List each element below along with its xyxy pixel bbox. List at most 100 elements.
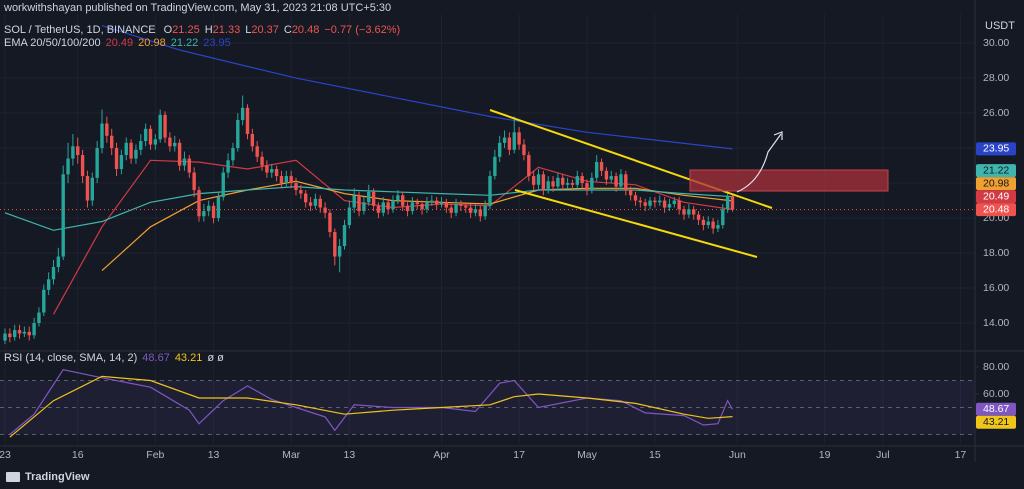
y-tick-label: 26.00 <box>983 107 1009 119</box>
candle-body <box>313 198 318 206</box>
candle-body <box>177 142 182 166</box>
candle-body <box>22 331 27 334</box>
candle-body <box>449 207 453 213</box>
candle-body <box>197 190 201 217</box>
candle-body <box>522 144 526 156</box>
candle-body <box>541 174 546 191</box>
candle-body <box>405 205 410 212</box>
candle-body <box>71 146 75 159</box>
candle-body <box>376 205 381 213</box>
candle-body <box>124 142 128 156</box>
ohlc-key: L <box>245 24 251 36</box>
candle-body <box>536 174 541 185</box>
candle-body <box>357 195 361 212</box>
rsi-suffix: ø ø <box>207 352 224 364</box>
candle-body <box>575 176 579 185</box>
arrow-head <box>773 131 783 140</box>
candle-body <box>61 174 65 257</box>
ema-value: 20.49 <box>106 37 134 49</box>
candle-body <box>153 139 158 145</box>
candle-body <box>696 214 701 220</box>
candle-body <box>706 221 710 226</box>
ohlc-value: 20.48 <box>292 24 320 36</box>
candle-body <box>396 195 400 201</box>
candle-body <box>444 202 449 208</box>
candle-body <box>430 200 434 203</box>
x-tick-label: Jun <box>729 449 746 461</box>
value-box-label: 21.22 <box>983 164 1009 176</box>
candle-body <box>143 128 148 142</box>
ema-value: 23.95 <box>203 37 231 49</box>
symbol-legend: SOL / TetherUS, 1D, BINANCE O21.25 H21.33 L… <box>4 24 400 36</box>
candle-body <box>182 158 187 166</box>
candle-body <box>226 160 230 173</box>
value-box-label: 20.98 <box>983 177 1009 189</box>
candle-body <box>337 246 342 257</box>
candle-body <box>260 156 264 166</box>
candle-body <box>483 205 487 217</box>
candle-body <box>667 204 672 208</box>
y-tick-label: 30.00 <box>983 37 1009 49</box>
price-pane <box>0 25 975 345</box>
candle-body <box>202 211 206 217</box>
candle-body <box>716 225 720 229</box>
candle-body <box>240 107 245 121</box>
candle-body <box>109 135 114 149</box>
candle-body <box>561 177 565 185</box>
x-tick-label: Apr <box>433 449 450 461</box>
rsi-pane <box>0 369 975 438</box>
x-tick-label: 13 <box>208 449 220 461</box>
candle-body <box>648 200 652 206</box>
candle-body <box>604 170 609 180</box>
candle-body <box>643 202 647 206</box>
candle-body <box>415 202 419 205</box>
candle-body <box>37 312 41 324</box>
value-box-label: 23.95 <box>983 143 1009 155</box>
candle-body <box>633 195 638 201</box>
candle-body <box>498 142 502 157</box>
channel-upper <box>489 109 773 209</box>
candle-body <box>129 142 133 159</box>
candle-body <box>173 142 177 147</box>
axes: 23 16 Feb 13 Mar 13 Apr 17 May 15 Jun 19 Jul 17 14.00 1… <box>0 37 1016 461</box>
candle-body <box>158 114 162 140</box>
symbol-title: SOL / TetherUS, 1D, BINANCE <box>4 24 156 36</box>
x-tick-label: Mar <box>282 449 301 461</box>
candle-body <box>454 204 458 213</box>
candle-body <box>595 162 599 178</box>
candle-body <box>614 176 618 187</box>
candle-body <box>105 123 109 136</box>
candle-body <box>342 225 347 247</box>
candle-body <box>3 333 7 341</box>
candle-body <box>599 162 604 171</box>
candle-body <box>687 209 691 215</box>
candle-body <box>580 176 584 184</box>
x-tick-label: 15 <box>649 449 661 461</box>
candle-body <box>289 176 293 184</box>
candle-body <box>658 200 662 203</box>
unit-label: USDT <box>985 20 1015 32</box>
candle-body <box>270 169 274 173</box>
resistance-zone <box>689 169 889 192</box>
candle-body <box>119 155 124 170</box>
ema-legend: EMA 20/50/100/200 20.49 20.98 21.22 23.95 <box>4 37 231 49</box>
rsi-value: 48.67 <box>142 352 170 364</box>
rsi-tick-label: 60.00 <box>983 388 1009 400</box>
candle-body <box>46 279 51 290</box>
candle-body <box>255 146 259 157</box>
ohlc-value: 21.25 <box>172 24 200 36</box>
candle-body <box>12 330 17 338</box>
y-tick-label: 16.00 <box>983 282 1009 294</box>
candle-body <box>66 158 70 175</box>
channel-lower <box>514 189 758 258</box>
candle-body <box>134 149 138 159</box>
candle-body <box>216 197 221 219</box>
candle-body <box>211 205 216 219</box>
candle-body <box>42 289 46 313</box>
candle-body <box>507 137 512 150</box>
candle-body <box>80 155 85 177</box>
y-tick-label: 28.00 <box>983 72 1009 84</box>
x-tick-label: 16 <box>72 449 84 461</box>
candle-body <box>168 137 172 147</box>
candle-body <box>371 191 376 206</box>
